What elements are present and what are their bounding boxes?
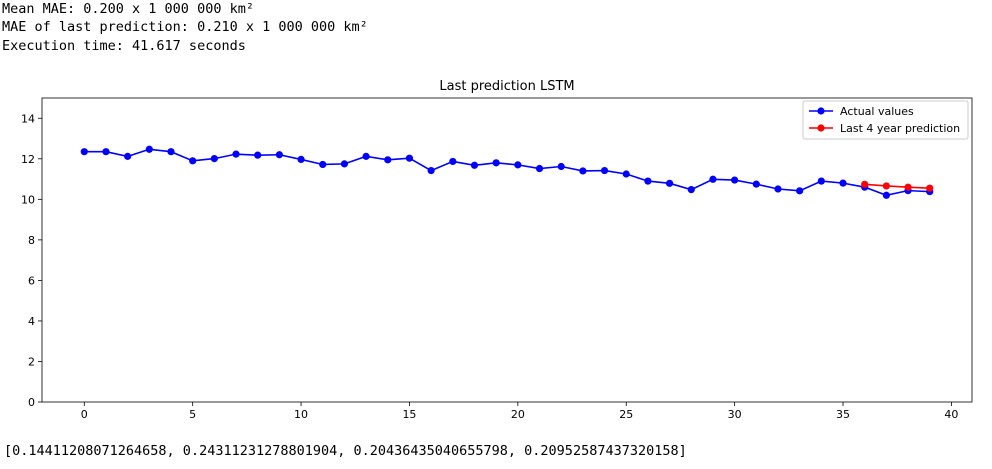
y-tick-label: 8	[28, 234, 35, 247]
data-point	[774, 185, 782, 193]
data-point	[817, 177, 825, 185]
data-point	[839, 179, 847, 187]
plot-area-frame	[41, 97, 973, 403]
y-tick-label: 4	[28, 315, 35, 328]
data-point	[319, 160, 327, 169]
data-point	[687, 186, 695, 194]
mean-mae-text: Mean MAE: 0.200 x 1 000 000 km²	[2, 1, 254, 17]
x-tick-label: 10	[294, 408, 308, 421]
x-tick-label: 0	[81, 408, 88, 421]
x-tick-label: 5	[189, 408, 196, 421]
last-mae-text: MAE of last prediction: 0.210 x 1 000 00…	[2, 19, 368, 35]
y-tick-label: 10	[21, 193, 35, 206]
data-point	[80, 148, 88, 156]
y-tick-label: 6	[28, 274, 35, 287]
series-line	[84, 148, 930, 197]
data-point	[665, 179, 674, 187]
y-tick-label: 0	[28, 396, 35, 409]
data-point	[579, 167, 587, 175]
y-tick-label: 14	[21, 112, 35, 125]
legend-marker	[817, 124, 825, 132]
data-point	[796, 187, 804, 195]
series-line	[864, 183, 930, 189]
data-point	[752, 180, 760, 188]
data-point	[384, 156, 392, 164]
legend-box	[802, 100, 969, 140]
data-point	[514, 161, 522, 169]
execution-time-text: Execution time: 41.617 seconds	[2, 38, 246, 54]
data-point	[644, 177, 652, 185]
data-point	[340, 160, 349, 168]
data-point	[731, 176, 739, 184]
data-point	[622, 170, 630, 178]
data-point	[557, 162, 565, 171]
x-tick-label: 25	[619, 408, 633, 421]
data-point	[189, 157, 197, 165]
data-point	[167, 148, 175, 156]
data-point	[297, 155, 305, 164]
data-point	[861, 180, 869, 188]
data-point	[275, 151, 283, 159]
series-prediction	[861, 180, 934, 192]
data-point	[882, 182, 890, 190]
series-actual-values	[80, 145, 934, 199]
x-tick-label: 35	[836, 408, 850, 421]
chart-title: Last prediction LSTM	[439, 79, 574, 94]
x-tick-label: 40	[944, 408, 958, 421]
data-point	[232, 150, 240, 158]
legend-label: Actual values	[840, 105, 914, 118]
data-point	[145, 145, 153, 153]
y-tick-label: 12	[21, 153, 35, 166]
y-tick-label: 2	[28, 355, 35, 368]
data-point	[210, 154, 218, 163]
legend-label: Last 4 year prediction	[840, 122, 960, 135]
data-point	[102, 148, 110, 156]
data-point	[470, 161, 479, 169]
data-point	[535, 164, 544, 173]
data-point	[362, 152, 370, 160]
data-point	[124, 152, 132, 160]
data-point	[449, 157, 457, 166]
data-point	[492, 159, 500, 167]
x-tick-label: 20	[511, 408, 525, 421]
data-point	[904, 183, 912, 191]
data-point	[427, 166, 435, 175]
mae-list-output: [0.14411208071264658, 0.2431123127880190…	[4, 443, 687, 459]
chart-legend: Actual values Last 4 year prediction	[802, 100, 969, 140]
data-point	[600, 166, 609, 175]
legend-marker	[817, 107, 825, 115]
x-tick-label: 30	[728, 408, 742, 421]
data-point	[254, 151, 262, 159]
data-point	[405, 154, 414, 162]
x-tick-label: 15	[402, 408, 416, 421]
data-point	[709, 175, 717, 183]
data-point	[882, 191, 890, 199]
data-point	[926, 184, 934, 192]
